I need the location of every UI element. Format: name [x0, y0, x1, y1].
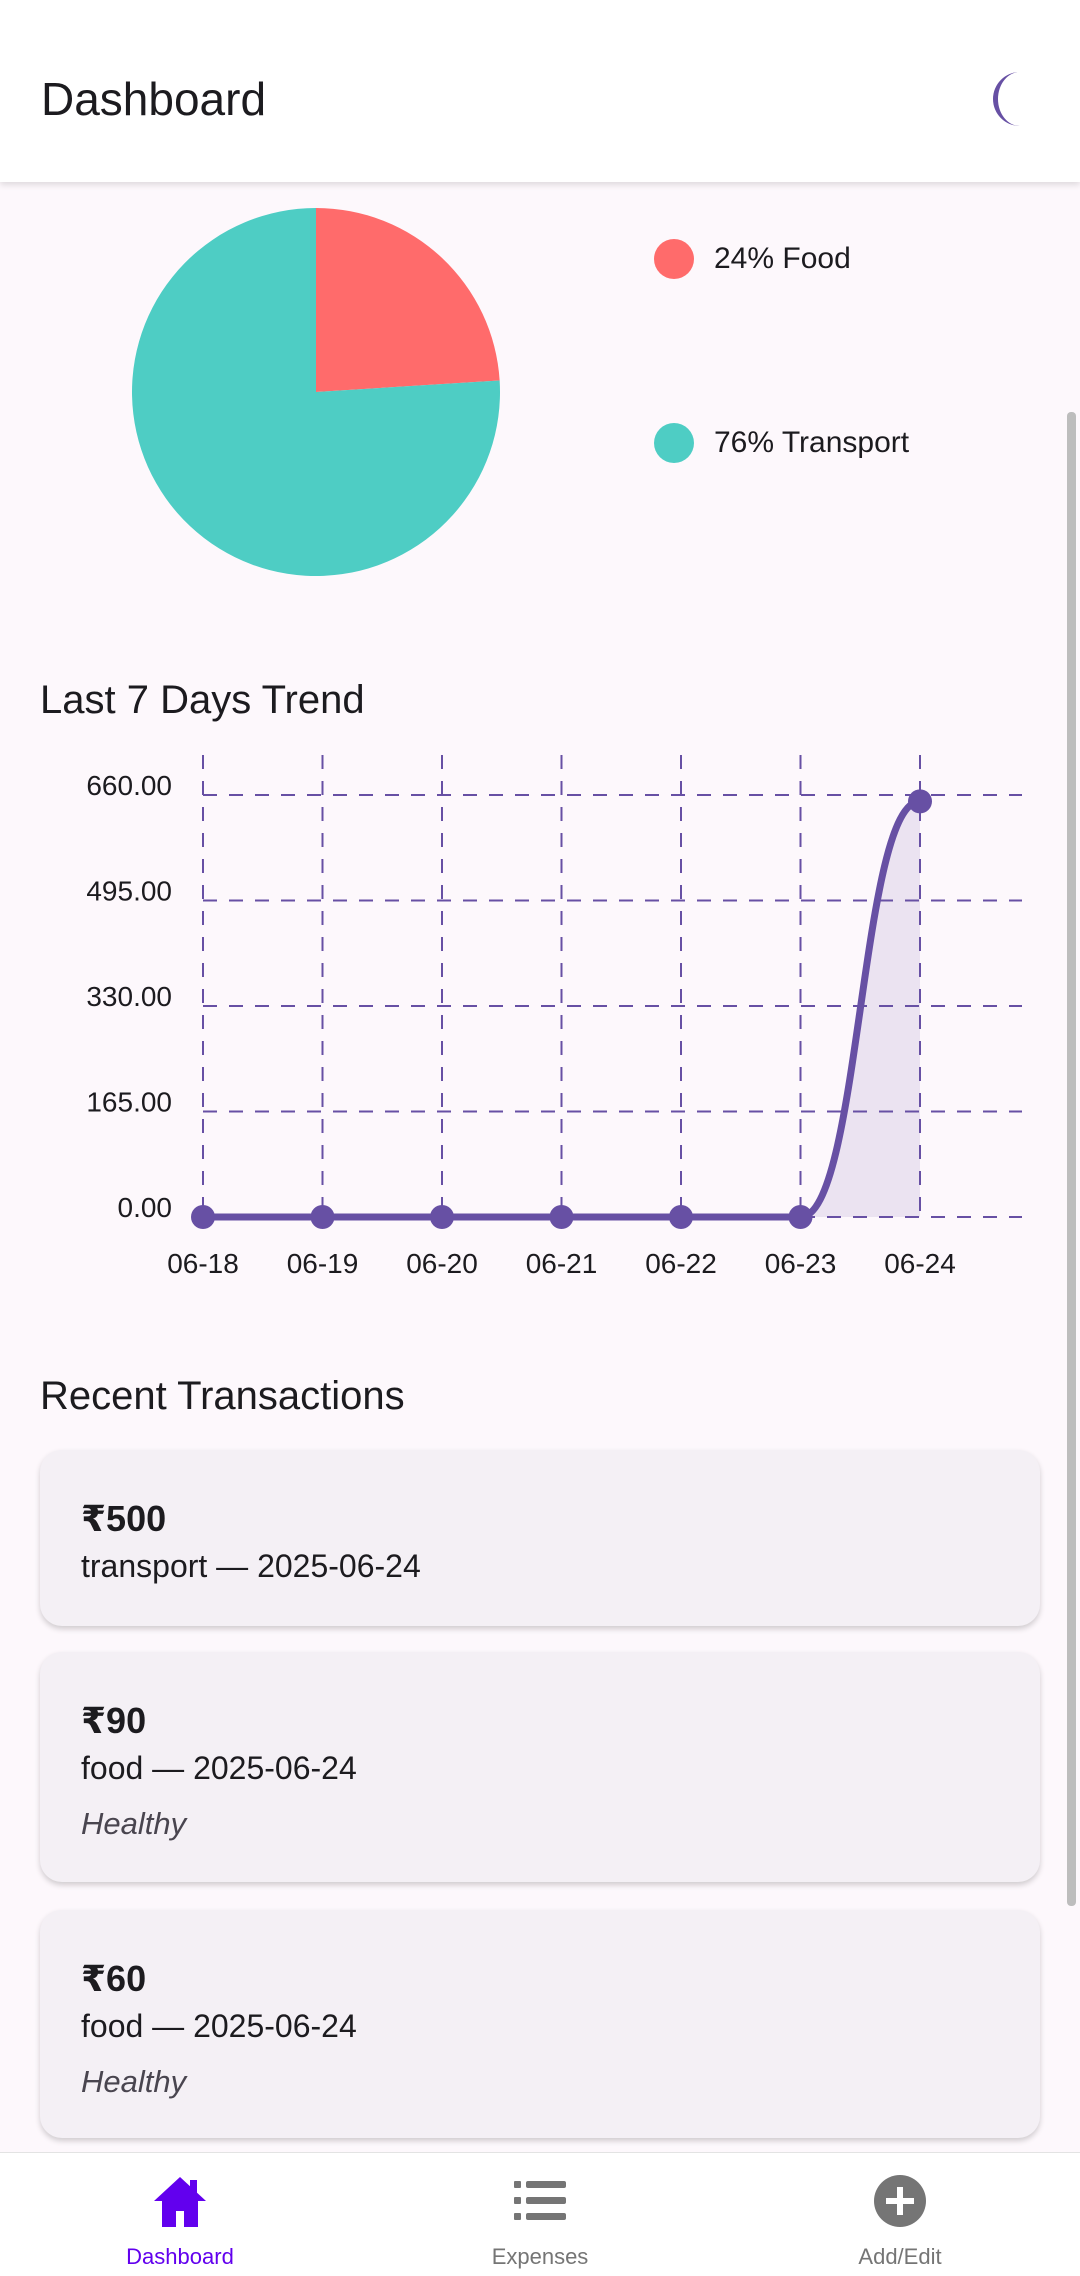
scrollbar[interactable]	[1067, 412, 1076, 1906]
legend-label: 24% Food	[714, 242, 851, 275]
x-tick-label: 06-21	[526, 1248, 598, 1279]
x-tick-label: 06-24	[884, 1248, 956, 1279]
trend-point-06-20	[430, 1205, 454, 1229]
transaction-meta: food — 2025-06-24	[81, 2008, 357, 2044]
legend-item-transport: 76% Transport	[654, 422, 909, 464]
home-icon	[154, 2177, 206, 2227]
moon-icon	[993, 72, 1020, 126]
transaction-note: Healthy	[81, 2064, 187, 2099]
pie-slice-transport	[132, 208, 500, 576]
y-tick-label: 495.00	[86, 876, 172, 907]
y-tick-label: 660.00	[86, 770, 172, 801]
transaction-amount: ₹500	[81, 1498, 167, 1539]
bottom-navigation: Dashboard Expenses Add/Edit	[0, 2152, 1080, 2276]
recent-transactions-title: Recent Transactions	[40, 1374, 405, 1418]
page-title: Dashboard	[41, 73, 267, 125]
nav-label: Add/Edit	[858, 2244, 942, 2269]
x-tick-label: 06-22	[645, 1248, 717, 1279]
add-circle-icon	[874, 2175, 926, 2227]
trend-point-06-21	[549, 1205, 574, 1229]
transaction-meta: food — 2025-06-24	[81, 1750, 357, 1786]
trend-point-06-22	[669, 1205, 693, 1229]
trend-title: Last 7 Days Trend	[40, 678, 365, 722]
legend-swatch-food	[654, 239, 694, 279]
transaction-card[interactable]: ₹90 food — 2025-06-24 Healthy	[40, 1652, 1040, 1882]
category-pie-chart	[130, 206, 502, 578]
nav-item-expenses[interactable]: Expenses	[360, 2153, 720, 2276]
app-bar: Dashboard	[0, 0, 1080, 182]
theme-toggle-button[interactable]	[980, 66, 1040, 132]
nav-item-dashboard[interactable]: Dashboard	[0, 2153, 360, 2276]
transaction-card[interactable]: ₹500 transport — 2025-06-24	[40, 1450, 1040, 1626]
trend-line-chart: 0.00 165.00 330.00 495.00 660.00 06-18 06-19 06…	[86, 755, 1022, 1279]
pie-slice-food	[316, 208, 500, 392]
legend-label: 76% Transport	[714, 426, 910, 459]
transaction-amount: ₹90	[81, 1700, 147, 1741]
legend-swatch-transport	[654, 423, 694, 463]
trend-point-06-23	[788, 1205, 813, 1229]
transaction-meta: transport — 2025-06-24	[81, 1548, 421, 1584]
transaction-amount: ₹60	[81, 1958, 147, 1999]
x-tick-label: 06-19	[287, 1248, 359, 1279]
x-tick-label: 06-23	[765, 1248, 837, 1279]
nav-label: Dashboard	[126, 2244, 234, 2269]
y-tick-label: 0.00	[118, 1192, 173, 1223]
trend-area	[203, 801, 920, 1217]
trend-line	[199, 797, 924, 1221]
list-icon	[514, 2181, 566, 2220]
transaction-card[interactable]: ₹60 food — 2025-06-24 Healthy	[40, 1910, 1040, 2138]
nav-item-add-edit[interactable]: Add/Edit	[720, 2153, 1080, 2276]
pie-chart-svg	[132, 208, 500, 576]
trend-point-06-24	[908, 789, 932, 814]
trend-point-06-18	[191, 1205, 215, 1229]
legend-item-food: 24% Food	[654, 238, 851, 280]
y-tick-label: 165.00	[86, 1087, 172, 1118]
nav-label: Expenses	[491, 2244, 589, 2269]
y-tick-label: 330.00	[86, 981, 172, 1012]
trend-point-06-19	[310, 1205, 335, 1229]
transaction-note: Healthy	[81, 1806, 187, 1841]
x-tick-label: 06-18	[167, 1248, 239, 1279]
x-tick-label: 06-20	[406, 1248, 478, 1279]
